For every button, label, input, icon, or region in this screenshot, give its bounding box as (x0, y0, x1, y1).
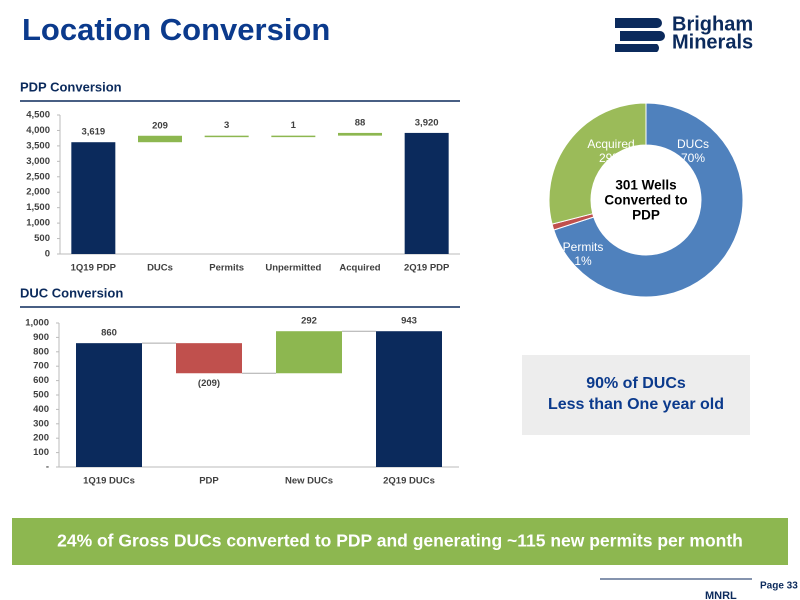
value-label: 88 (355, 117, 366, 128)
donut-slice (548, 102, 647, 225)
chart-title: PDP Conversion (20, 79, 122, 94)
y-tick-label: 300 (33, 418, 49, 429)
slice-label: Permits (563, 240, 604, 254)
value-label: (209) (198, 378, 220, 389)
x-tick-label: 1Q19 PDP (71, 263, 117, 274)
value-label: 860 (101, 328, 117, 339)
y-tick-label: - (46, 462, 49, 473)
donut-center-text: 301 Wells (615, 178, 676, 193)
value-label: 1 (291, 120, 297, 131)
bar (276, 331, 342, 374)
y-tick-label: 1,000 (26, 218, 50, 229)
bar (138, 135, 182, 143)
x-tick-label: Unpermitted (265, 263, 321, 274)
y-tick-label: 1,000 (25, 318, 49, 329)
bar (271, 135, 316, 138)
x-tick-label: New DUCs (285, 476, 333, 487)
logo: Brigham Minerals (615, 13, 753, 53)
logo-icon (615, 18, 665, 52)
bar (338, 132, 382, 136)
bar (404, 132, 449, 254)
bar (176, 343, 242, 374)
callout-text: Less than One year old (548, 396, 724, 413)
y-tick-label: 0 (45, 249, 50, 260)
logo-text: Brigham (672, 13, 753, 35)
donut-slice (553, 102, 744, 298)
donut-center-text: PDP (632, 208, 660, 223)
banner (12, 518, 788, 565)
slice-label: Acquired (587, 137, 634, 151)
value-label: 3 (224, 120, 229, 131)
logo-text: Minerals (672, 31, 753, 53)
x-tick-label: DUCs (147, 263, 173, 274)
y-tick-label: 900 (33, 332, 49, 343)
x-tick-label: 1Q19 DUCs (83, 476, 135, 487)
y-tick-label: 200 (33, 433, 49, 444)
y-tick-label: 500 (33, 390, 49, 401)
y-tick-label: 800 (33, 346, 49, 357)
y-tick-label: 3,500 (26, 140, 50, 151)
y-tick-label: 2,000 (26, 187, 50, 198)
value-label: 292 (301, 316, 317, 327)
banner-text: 24% of Gross DUCs converted to PDP and g… (57, 531, 743, 551)
page-number: Page 33 (760, 581, 798, 592)
value-label: 209 (152, 120, 168, 131)
x-tick-label: Acquired (339, 263, 380, 274)
x-tick-label: 2Q19 PDP (404, 263, 450, 274)
bar (71, 142, 116, 254)
value-label: 3,619 (81, 127, 105, 138)
value-label: 943 (401, 316, 417, 327)
callout-text: 90% of DUCs (586, 375, 686, 392)
ticker: MNRL (705, 590, 737, 600)
bar (376, 331, 442, 467)
slice-label: DUCs (677, 137, 709, 151)
x-tick-label: PDP (199, 476, 219, 487)
bar (204, 135, 249, 138)
y-tick-label: 100 (33, 447, 49, 458)
x-tick-label: 2Q19 DUCs (383, 476, 435, 487)
y-tick-label: 600 (33, 375, 49, 386)
donut-center-text: Converted to (604, 193, 687, 208)
y-tick-label: 1,500 (26, 202, 50, 213)
slice-value: 70% (681, 151, 705, 165)
y-tick-label: 700 (33, 361, 49, 372)
y-tick-label: 500 (34, 233, 50, 244)
y-tick-label: 4,500 (26, 110, 50, 121)
callout-box (522, 355, 750, 435)
x-tick-label: Permits (209, 263, 244, 274)
bar (76, 343, 142, 467)
chart-title: DUC Conversion (20, 285, 123, 300)
y-tick-label: 2,500 (26, 171, 50, 182)
slide-title: Location Conversion (22, 12, 330, 47)
y-tick-label: 3,000 (26, 156, 50, 167)
slice-value: 29% (599, 151, 623, 165)
slice-value: 1% (574, 254, 592, 268)
y-tick-label: 4,000 (26, 125, 50, 136)
y-tick-label: 400 (33, 404, 49, 415)
value-label: 3,920 (415, 117, 439, 128)
